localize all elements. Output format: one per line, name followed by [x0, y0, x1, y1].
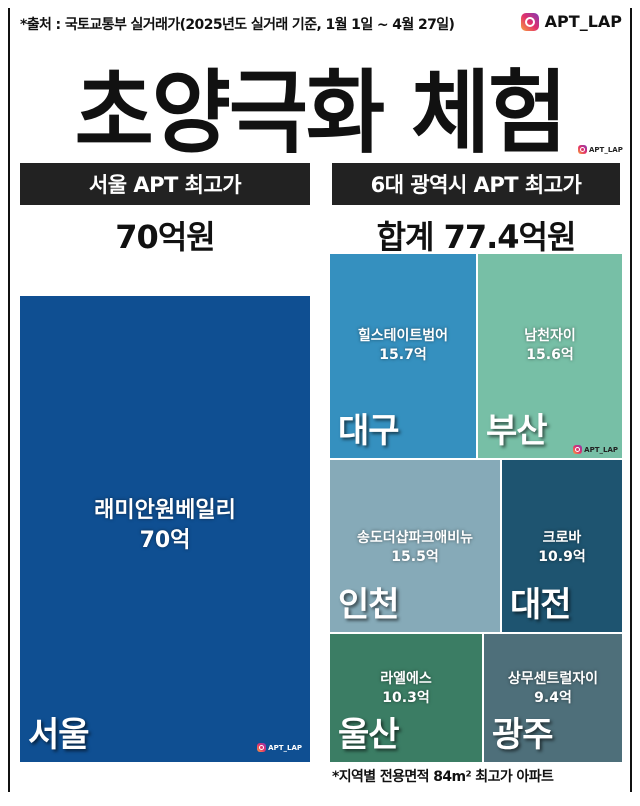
watermark-text: APT_LAP [584, 445, 618, 454]
instagram-icon [578, 145, 587, 154]
region-label: 대구 [338, 411, 400, 451]
region-label: 부산 [486, 411, 548, 451]
region-label: 광주 [492, 715, 554, 755]
page-title: 초양극화 체험 [74, 60, 568, 166]
price-label: 70억 [139, 528, 191, 554]
watermark: APT_LAP [578, 145, 623, 154]
apartment-name: 라엘에스 [380, 670, 432, 687]
price-label: 15.5억 [391, 548, 439, 565]
apartment-label: 남천자이 15.6억 [478, 327, 622, 365]
instagram-handle: APT_LAP [520, 12, 622, 31]
price-label: 15.6억 [526, 347, 574, 364]
seoul-total: 70억원 [115, 218, 215, 256]
price-label: 10.3억 [382, 689, 430, 706]
region-label: 대전 [510, 585, 572, 625]
apartment-label: 송도더샵파크애비뉴 15.5억 [330, 529, 500, 567]
apartment-label: 크로바 10.9억 [502, 529, 622, 567]
apartment-name: 크로바 [542, 529, 582, 546]
price-label: 9.4억 [534, 689, 572, 706]
handle-text: APT_LAP [544, 12, 622, 31]
source-note: *출처 : 국토교통부 실거래가(2025년도 실거래 기준, 1월 1일 ~ … [20, 17, 455, 33]
apartment-label: 래미안원베일리 70억 [20, 496, 310, 556]
apartment-label: 라엘에스 10.3억 [330, 670, 482, 708]
footnote: *지역별 전용면적 84m² 최고가 아파트 [332, 769, 554, 785]
watermark-text: APT_LAP [589, 145, 623, 154]
apartment-label: 상무센트럴자이 9.4억 [484, 670, 622, 708]
instagram-icon [520, 12, 539, 31]
apartment-name: 상무센트럴자이 [507, 670, 599, 687]
frame [8, 8, 632, 792]
price-label: 15.7억 [379, 347, 427, 364]
instagram-icon [257, 743, 267, 752]
metro-total: 합계 77.4억원 [376, 218, 577, 256]
watermark-text: APT_LAP [268, 743, 302, 752]
watermark: APT_LAP [257, 743, 302, 752]
apartment-name: 힐스테이트범어 [357, 328, 449, 345]
seoul-header: 서울 APT 최고가 [20, 163, 310, 205]
apartment-name: 송도더샵파크애비뉴 [357, 529, 473, 546]
region-label: 울산 [338, 715, 400, 755]
metro-header: 6대 광역시 APT 최고가 [332, 163, 620, 205]
price-label: 10.9억 [538, 548, 586, 565]
apartment-name: 래미안원베일리 [94, 498, 236, 524]
apartment-name: 남천자이 [524, 328, 576, 345]
region-label: 인천 [338, 585, 400, 625]
region-label: 서울 [28, 715, 90, 755]
apartment-label: 힐스테이트범어 15.7억 [330, 327, 476, 365]
instagram-icon [573, 445, 583, 454]
watermark: APT_LAP [573, 445, 618, 454]
